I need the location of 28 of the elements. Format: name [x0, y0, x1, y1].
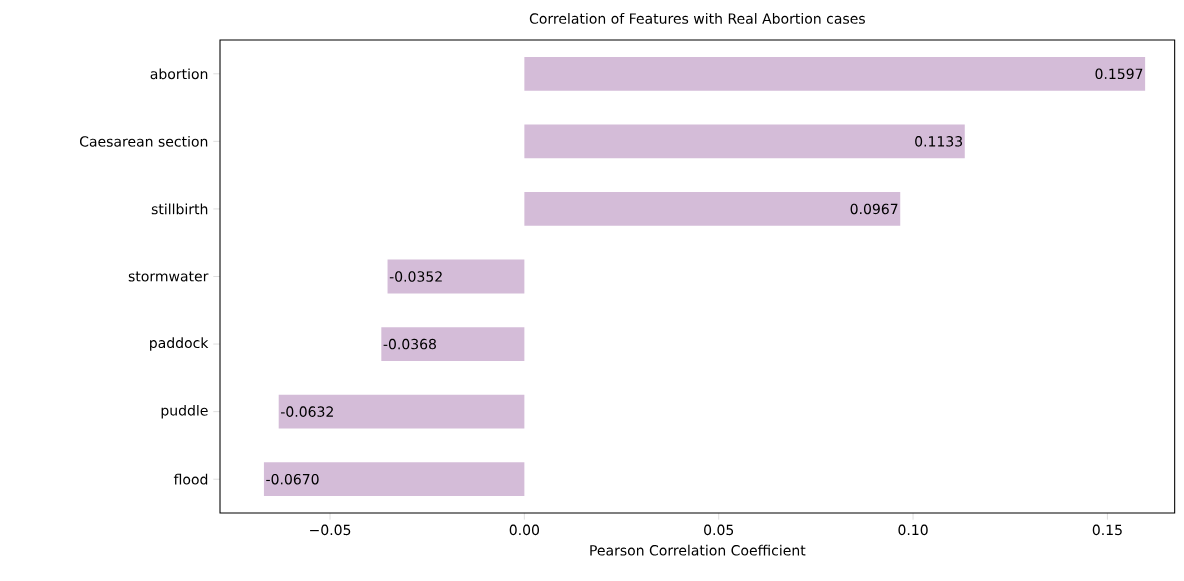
y-tick-label: puddle	[161, 404, 208, 419]
x-tick-label: −0.05	[310, 524, 351, 536]
x-tick-label: 0.05	[704, 524, 734, 536]
y-tick-label: paddock	[150, 337, 209, 351]
y-tick-label: flood	[173, 473, 208, 485]
bar	[524, 56, 1146, 91]
bar	[263, 462, 525, 497]
y-tick-label: stillbirth	[151, 203, 208, 215]
data-label: 0.1597	[1095, 68, 1143, 80]
bar	[278, 394, 525, 429]
data-label: -0.0670	[266, 473, 319, 485]
bar	[381, 327, 525, 361]
x-tick-label: 0.15	[1092, 524, 1122, 536]
x-axis-title: Pearson Correlation Coefficient	[590, 544, 806, 556]
data-label: -0.0368	[383, 338, 436, 350]
bar	[524, 124, 965, 159]
y-tick-label: stormwater	[128, 271, 209, 282]
chart-title: Correlation of Features with Real Abortion cases	[529, 13, 865, 24]
x-tick-label: 0.10	[898, 524, 928, 536]
data-label: -0.0352	[389, 271, 442, 282]
y-tick-label: abortion	[150, 68, 208, 80]
bar	[524, 192, 901, 226]
data-label: -0.0632	[281, 406, 333, 417]
y-tick-label: Caesarean section	[79, 135, 208, 147]
data-label: 0.1133	[915, 136, 963, 147]
data-label: 0.0967	[850, 203, 898, 215]
bar	[387, 259, 525, 294]
x-tick-label: 0.00	[509, 524, 540, 536]
